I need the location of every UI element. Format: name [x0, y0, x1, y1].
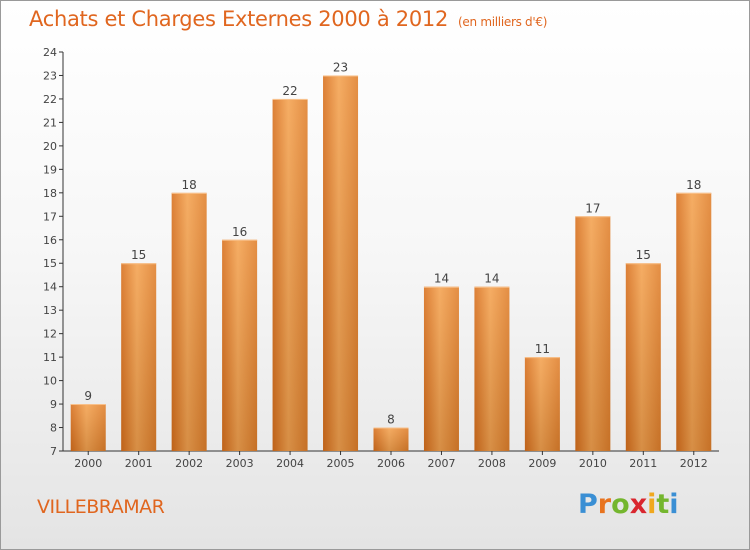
- x-tick-label: 2011: [629, 457, 657, 470]
- x-tick-label: 2012: [680, 457, 708, 470]
- data-label: 16: [232, 225, 247, 239]
- y-tick-label: 13: [43, 304, 57, 317]
- x-tick-label: 2008: [478, 457, 506, 470]
- bar-shade: [676, 192, 712, 451]
- data-label: 22: [282, 84, 297, 98]
- x-tick-label: 2000: [74, 457, 102, 470]
- x-tick-label: 2007: [427, 457, 455, 470]
- data-label: 8: [387, 413, 395, 427]
- bar-shade: [625, 263, 661, 451]
- logo-letter: x: [629, 489, 648, 520]
- bar-shade: [373, 427, 409, 451]
- x-tick-label: 2009: [528, 457, 556, 470]
- bar-shade: [121, 263, 157, 451]
- x-tick-label: 2005: [327, 457, 355, 470]
- y-tick-label: 9: [50, 398, 57, 411]
- y-tick-label: 11: [43, 351, 57, 364]
- bar-shade: [423, 286, 459, 451]
- data-label: 15: [131, 248, 146, 262]
- y-tick-label: 21: [43, 116, 57, 129]
- logo-letter: i: [669, 489, 679, 520]
- bar-shade: [171, 192, 207, 451]
- bar-shade: [70, 404, 106, 451]
- chart-title-text: Achats et Charges Externes 2000 à 2012: [29, 7, 449, 31]
- logo-letter: r: [597, 489, 612, 520]
- chart-title: Achats et Charges Externes 2000 à 2012 (e…: [29, 7, 547, 31]
- x-tick-label: 2003: [226, 457, 254, 470]
- y-tick-label: 10: [43, 375, 57, 388]
- y-tick-label: 23: [43, 69, 57, 82]
- data-label: 18: [182, 178, 197, 192]
- logo-letter: o: [611, 489, 630, 520]
- data-label: 18: [686, 178, 701, 192]
- y-tick-label: 19: [43, 163, 57, 176]
- logo-letter: t: [656, 489, 670, 520]
- y-tick-label: 18: [43, 187, 57, 200]
- y-tick-label: 7: [50, 445, 57, 458]
- data-label: 15: [636, 248, 651, 262]
- y-tick-label: 16: [43, 234, 57, 247]
- data-label: 14: [434, 272, 449, 286]
- bar-shade: [323, 75, 359, 452]
- bar-shade: [575, 216, 611, 451]
- x-tick-label: 2006: [377, 457, 405, 470]
- bar-shade: [272, 98, 308, 452]
- x-tick-label: 2004: [276, 457, 304, 470]
- data-label: 11: [535, 342, 550, 356]
- data-label: 17: [585, 201, 600, 215]
- bar-shade: [474, 286, 510, 451]
- x-tick-label: 2002: [175, 457, 203, 470]
- chart-subtitle: (en milliers d'€): [458, 15, 548, 29]
- logo-letter: i: [647, 489, 657, 520]
- proxiti-logo: Proxiti: [578, 489, 679, 520]
- logo-letter: P: [578, 489, 598, 520]
- y-tick-label: 8: [50, 422, 57, 435]
- y-tick-label: 22: [43, 93, 57, 106]
- x-tick-label: 2010: [579, 457, 607, 470]
- y-tick-label: 15: [43, 257, 57, 270]
- x-tick-label: 2001: [125, 457, 153, 470]
- plot-area: 7 8 9 10 11 12 13 14 15 16 17 18 19 20 21 22 23 24 9 2000 15…: [43, 46, 719, 470]
- data-label: 9: [84, 389, 92, 403]
- bar-shade: [524, 357, 560, 451]
- data-label: 23: [333, 60, 348, 74]
- bar-shade: [222, 239, 258, 451]
- y-tick-label: 17: [43, 210, 57, 223]
- y-tick-label: 24: [43, 46, 57, 59]
- y-tick-label: 12: [43, 328, 57, 341]
- y-tick-label: 14: [43, 281, 57, 294]
- y-tick-label: 20: [43, 140, 57, 153]
- city-name: VILLEBRAMAR: [37, 496, 165, 518]
- data-label: 14: [484, 272, 499, 286]
